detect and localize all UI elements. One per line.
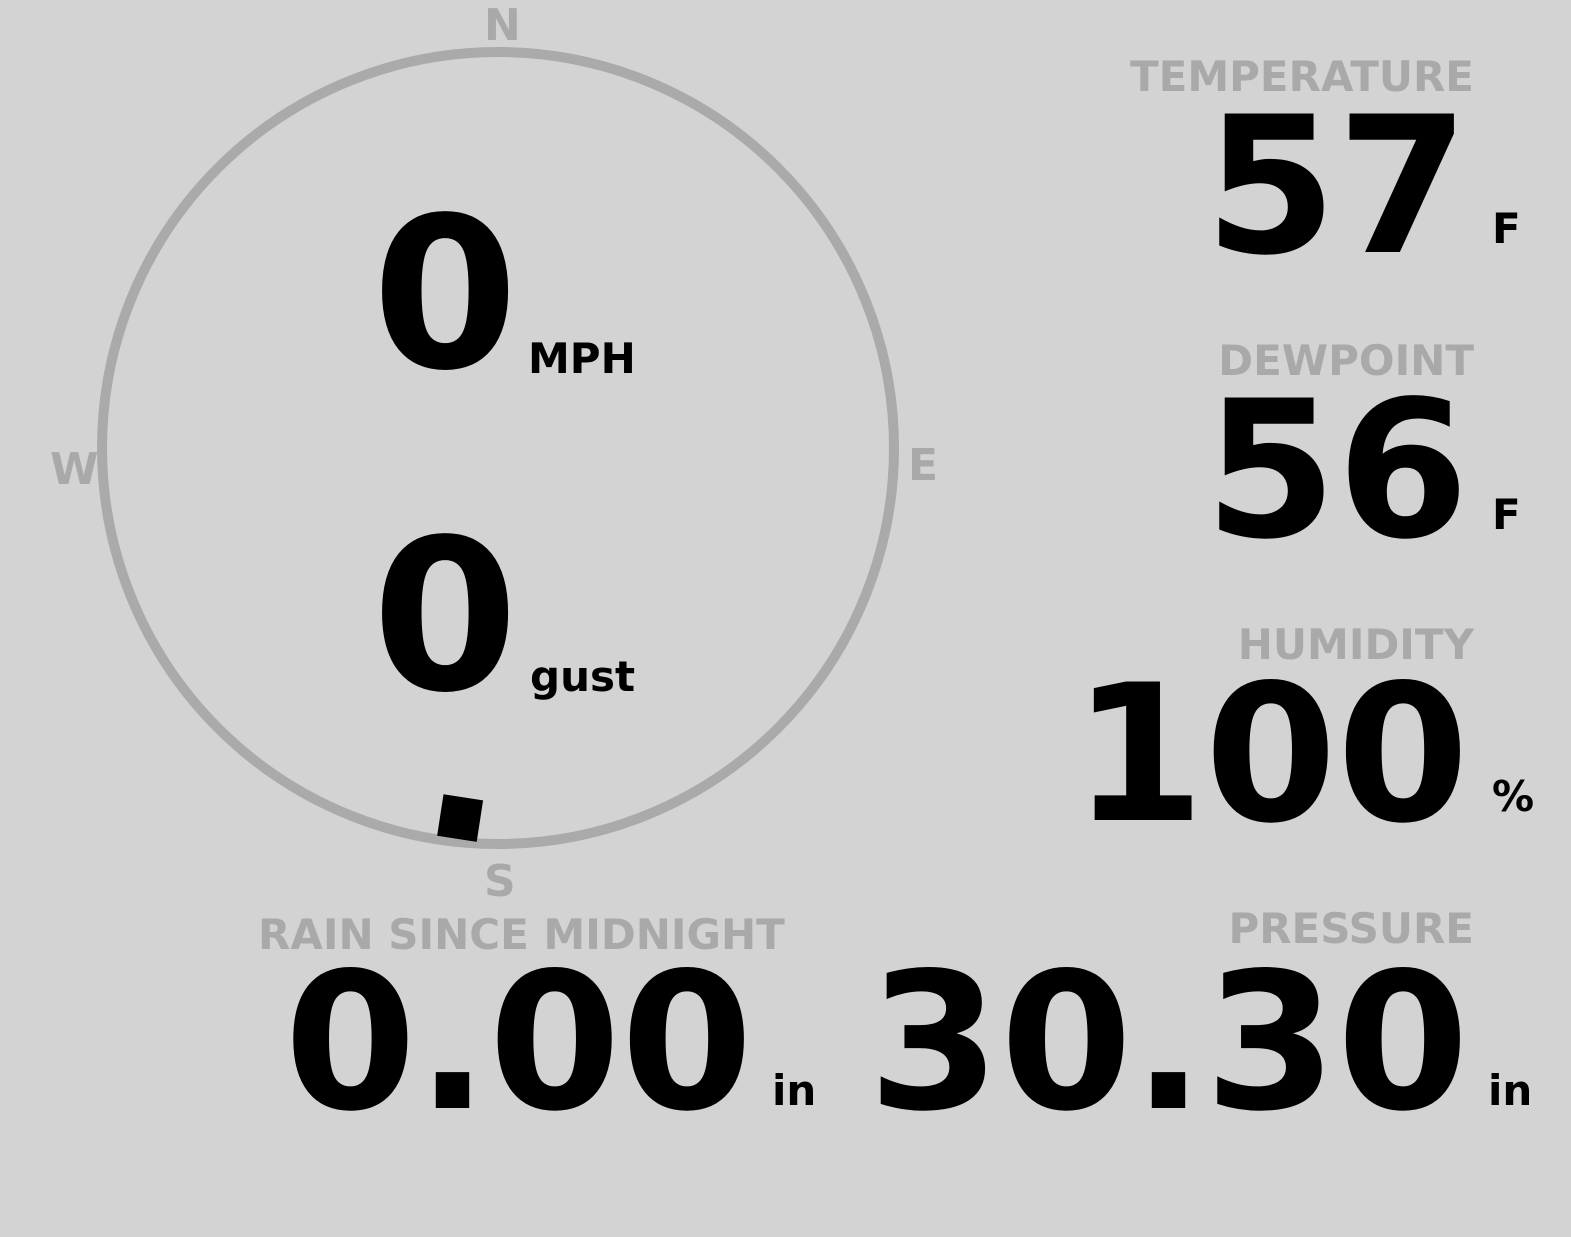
wind-speed-value: 0 <box>372 172 519 417</box>
dewpoint-label: DEWPOINT <box>1218 336 1474 385</box>
temperature-label: TEMPERATURE <box>1130 52 1474 101</box>
rain-label: RAIN SINCE MIDNIGHT <box>258 910 785 959</box>
compass-north-label: N <box>484 0 521 51</box>
wind-gust-value: 0 <box>372 494 519 739</box>
pressure-value: 30.30 <box>868 932 1469 1153</box>
compass-south-label: S <box>484 856 516 907</box>
temperature-unit: F <box>1492 204 1521 253</box>
humidity-label: HUMIDITY <box>1237 620 1474 669</box>
temperature-value: 57 <box>1204 76 1469 297</box>
compass-west-label: W <box>50 444 99 495</box>
compass-east-label: E <box>908 440 939 491</box>
rain-unit: in <box>772 1066 817 1115</box>
wind-gust-unit: gust <box>530 652 636 701</box>
dewpoint-unit: F <box>1492 490 1521 539</box>
humidity-value: 100 <box>1072 644 1469 865</box>
wind-direction-marker <box>437 794 484 842</box>
wind-compass <box>97 47 899 849</box>
dewpoint-value: 56 <box>1204 360 1469 581</box>
pressure-label: PRESSURE <box>1228 904 1474 953</box>
rain-value: 0.00 <box>284 932 753 1153</box>
humidity-unit: % <box>1492 772 1535 821</box>
pressure-unit: in <box>1488 1066 1533 1115</box>
wind-speed-unit: MPH <box>528 334 636 383</box>
compass-ring <box>97 47 899 849</box>
